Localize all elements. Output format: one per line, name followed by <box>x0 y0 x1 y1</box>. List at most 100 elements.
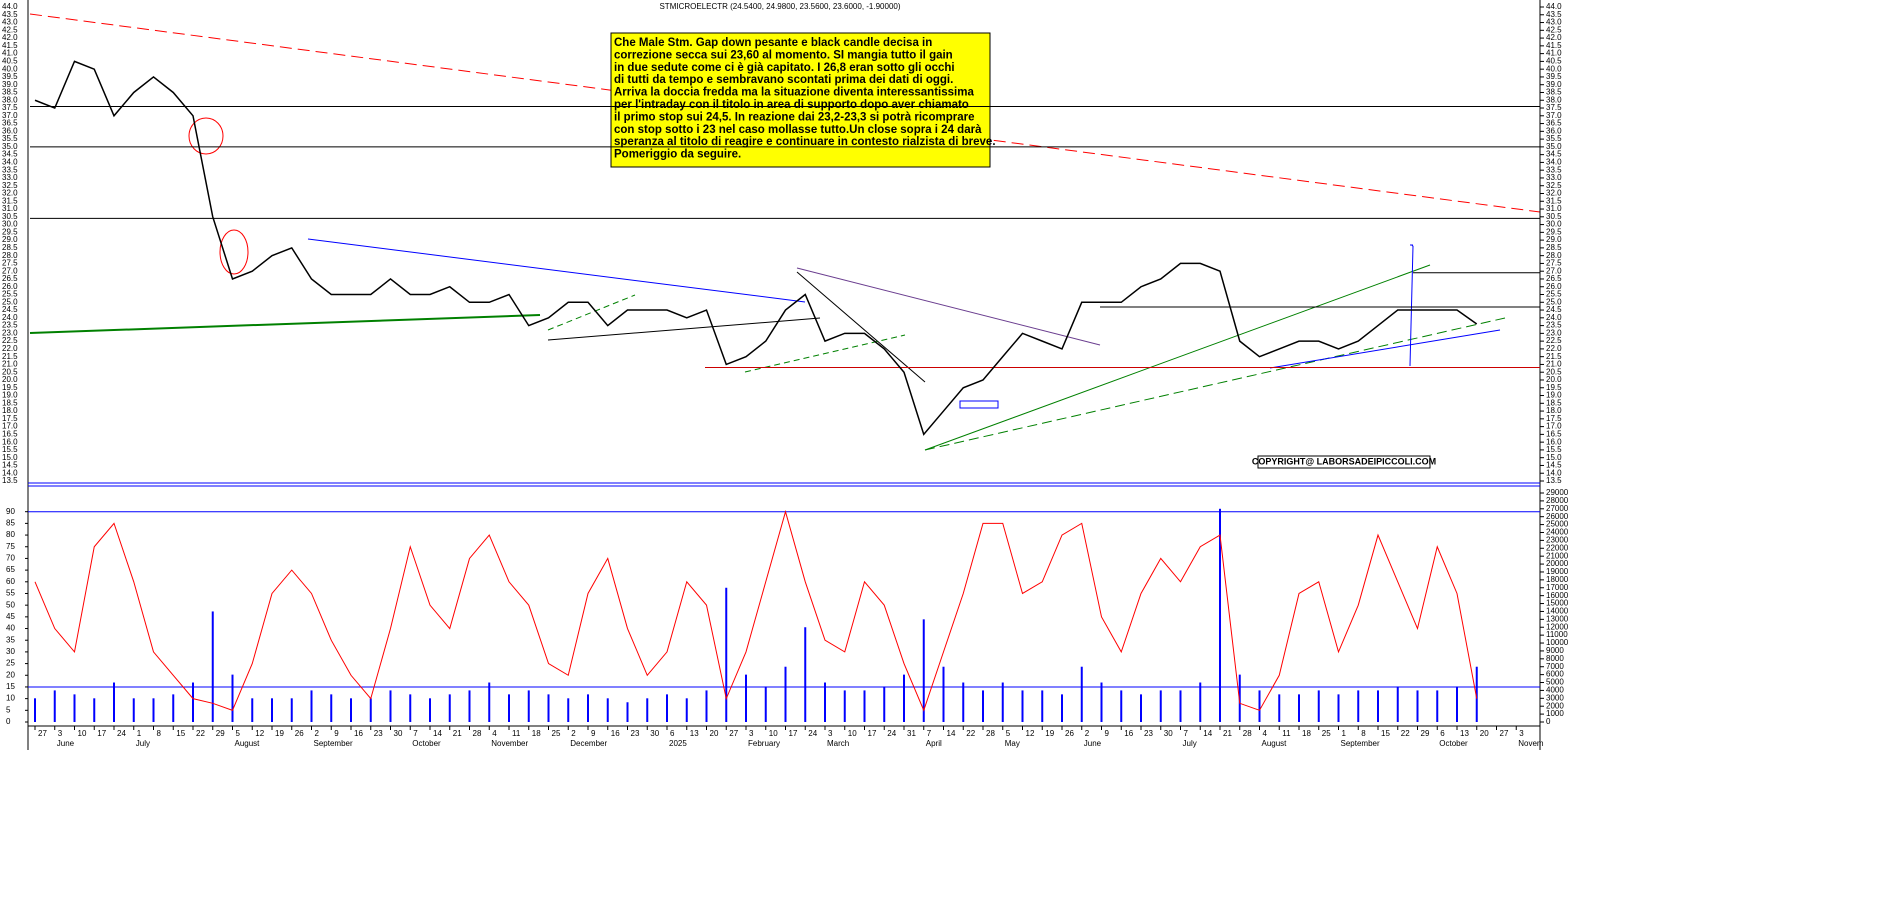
y-tick-label: 18.5 <box>1546 398 1562 407</box>
x-tick-label: 7 <box>1184 729 1189 738</box>
x-tick-label: 14 <box>433 729 442 738</box>
y-tick-label: 25.0 <box>1546 297 1562 306</box>
y-tick-label: 13.5 <box>2 476 18 485</box>
y-tick-label: 90 <box>6 507 15 516</box>
volume-bar <box>1140 694 1142 722</box>
y-tick-label: 38.5 <box>2 88 18 97</box>
y-tick-label: 26.5 <box>1546 274 1562 283</box>
y-tick-label: 39.0 <box>1546 80 1562 89</box>
y2-tick-label: 21000 <box>1546 551 1569 560</box>
month-label: May <box>1005 739 1020 748</box>
month-label: July <box>136 739 150 748</box>
x-tick-label: 22 <box>966 729 975 738</box>
volume-bar <box>1041 690 1044 722</box>
volume-bar <box>1238 674 1241 722</box>
x-tick-label: 24 <box>808 729 817 738</box>
volume-bar <box>745 674 747 722</box>
y-tick-label: 43.5 <box>2 10 18 19</box>
x-tick-label: 6 <box>1440 729 1445 738</box>
y-tick-label: 28.5 <box>1546 243 1562 252</box>
y-tick-label: 0 <box>6 717 11 726</box>
y-tick-label: 32.0 <box>2 189 18 198</box>
y-tick-label: 40.5 <box>2 57 18 66</box>
y-tick-label: 21.5 <box>2 352 18 361</box>
y2-tick-label: 0 <box>1546 717 1551 726</box>
volume-bar <box>211 611 214 722</box>
x-tick-label: 27 <box>729 729 738 738</box>
x-tick-label: 26 <box>295 729 304 738</box>
volume-bar <box>527 690 530 722</box>
volume-bar <box>1456 686 1458 722</box>
y-tick-label: 30.5 <box>1546 212 1562 221</box>
volume-bar <box>172 694 175 722</box>
y-tick-label: 24.5 <box>1546 305 1562 314</box>
y-tick-label: 19.0 <box>2 391 18 400</box>
month-label: September <box>1341 739 1380 748</box>
trend-line <box>547 317 821 341</box>
volume-bar <box>1199 682 1202 722</box>
volume-bar <box>73 694 76 722</box>
x-tick-label: 21 <box>1223 729 1232 738</box>
volume-bar <box>1377 690 1379 722</box>
y-tick-label: 18.0 <box>2 406 18 415</box>
y-tick-label: 70 <box>6 554 15 563</box>
y-tick-label: 26.0 <box>1546 282 1562 291</box>
y-tick-label: 41.0 <box>2 49 18 58</box>
oscillator-line <box>34 509 1478 712</box>
x-tick-label: 9 <box>591 729 596 738</box>
x-tick-label: 28 <box>986 729 995 738</box>
month-label: Novem <box>1518 739 1544 748</box>
x-tick-label: 24 <box>887 729 896 738</box>
y2-tick-label: 19000 <box>1546 567 1569 576</box>
trend-line <box>796 267 1101 346</box>
y-tick-label: 20 <box>6 670 15 679</box>
y2-tick-label: 28000 <box>1546 496 1569 505</box>
y-tick-label: 41.0 <box>1546 49 1562 58</box>
y-tick-label: 23.5 <box>2 321 18 330</box>
y-tick-label: 34.0 <box>1546 158 1562 167</box>
trend-line <box>1409 245 1414 367</box>
y-tick-label: 17.5 <box>2 414 18 423</box>
y-tick-label: 20.5 <box>2 367 18 376</box>
volume-bar <box>606 698 609 722</box>
volume-bar <box>290 698 293 722</box>
x-tick-label: 28 <box>1243 729 1252 738</box>
y-tick-label: 27.5 <box>2 259 18 268</box>
y-tick-label: 35.0 <box>2 142 18 151</box>
y-tick-label: 39.0 <box>2 80 18 89</box>
y2-tick-label: 12000 <box>1546 622 1569 631</box>
y-tick-label: 75 <box>6 542 15 551</box>
y-tick-label: 5 <box>6 705 11 714</box>
copyright-box <box>1257 455 1431 469</box>
y-tick-label: 35.5 <box>2 134 18 143</box>
x-tick-label: 20 <box>710 729 719 738</box>
x-tick-label: 4 <box>1263 729 1268 738</box>
x-tick-label: 16 <box>611 729 620 738</box>
chart-title: STMICROELECTR (24.5400, 24.9800, 23.5600… <box>659 2 900 11</box>
x-tick-label: 31 <box>907 729 916 738</box>
y-tick-label: 25.0 <box>2 297 18 306</box>
copyright: COPYRIGHT@ LABORSADEIPICCOLI.COM <box>1252 456 1436 466</box>
volume-bar <box>350 698 352 722</box>
volume-bar <box>804 627 807 722</box>
y-tick-label: 19.5 <box>1546 383 1562 392</box>
x-tick-label: 19 <box>1045 729 1054 738</box>
y-tick-label: 19.0 <box>1546 391 1562 400</box>
x-tick-label: 1 <box>1342 729 1347 738</box>
y2-tick-label: 29000 <box>1546 488 1569 497</box>
x-tick-label: 7 <box>413 729 418 738</box>
y-tick-label: 45 <box>6 612 15 621</box>
month-label: September <box>314 739 353 748</box>
annotation-line: Arriva la doccia fredda ma la situazione… <box>614 87 974 99</box>
y-tick-label: 42.0 <box>1546 33 1562 42</box>
month-label: July <box>1183 739 1197 748</box>
y-tick-label: 17.5 <box>1546 414 1562 423</box>
y2-tick-label: 25000 <box>1546 520 1569 529</box>
y-tick-label: 35.0 <box>1546 142 1562 151</box>
x-tick-label: 13 <box>690 729 699 738</box>
x-tick-label: 1 <box>137 729 142 738</box>
trend-line <box>1269 329 1501 369</box>
volume-bar <box>1258 690 1261 722</box>
y2-tick-label: 4000 <box>1546 686 1564 695</box>
